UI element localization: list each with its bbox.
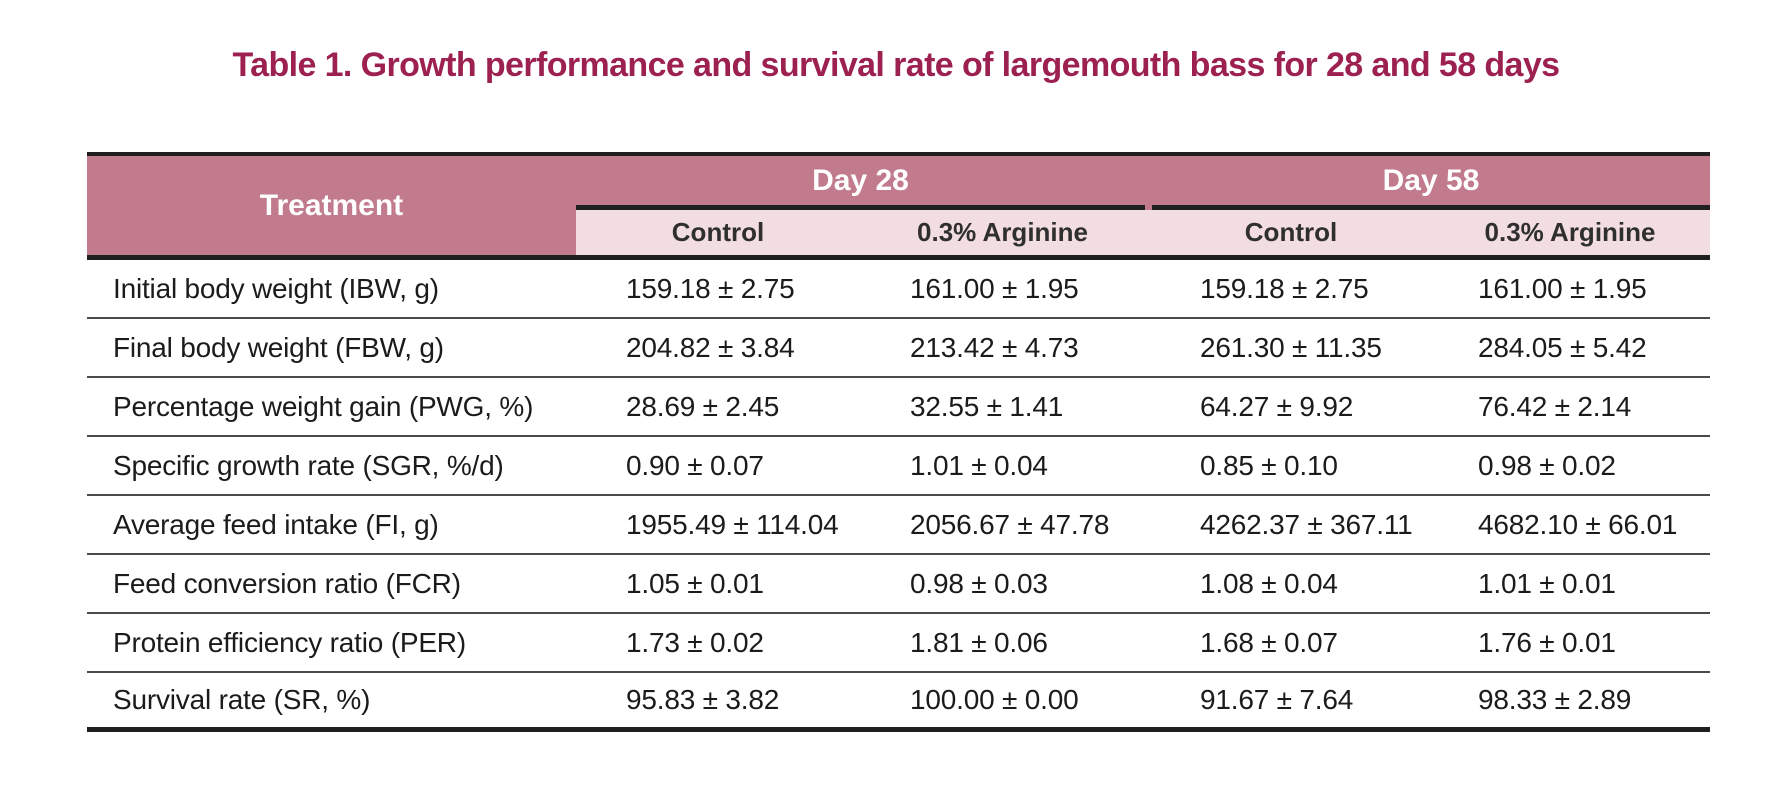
col-group-day-28: Day 28 [812,163,909,197]
cell-value: 0.90 ± 0.07 [626,449,764,481]
cell-value: 0.98 ± 0.03 [910,567,1048,599]
subheader-row: Control 0.3% Arginine Control 0.3% Argin… [576,210,1710,255]
cell-value: 159.18 ± 2.75 [626,272,795,304]
cell-value: 4262.37 ± 367.11 [1200,508,1413,540]
cell-value: 1.08 ± 0.04 [1200,567,1338,599]
col-group-day-58: Day 58 [1382,163,1480,197]
table-title: Table 1. Growth performance and survival… [232,46,1561,84]
table-header: Treatment Day 28 Day 58 Control 0.3% Arg… [87,152,1710,260]
cell-value: 284.05 ± 5.42 [1478,331,1647,363]
row-label: Final body weight (FBW, g) [113,331,444,363]
col-header-day58-arginine: 0.3% Arginine [1484,217,1656,247]
col-header-day58-control: Control [1244,217,1338,247]
cell-value: 100.00 ± 0.00 [910,684,1079,715]
row-label: Specific growth rate (SGR, %/d) [113,449,504,481]
cell-value: 32.55 ± 1.41 [910,390,1064,422]
col-header-day28-control: Control [671,217,765,247]
cell-value: 204.82 ± 3.84 [626,331,795,363]
cell-value: 91.67 ± 7.64 [1200,684,1354,715]
row-label: Percentage weight gain (PWG, %) [113,390,534,422]
cell-value: 1955.49 ± 114.04 [626,508,839,540]
row-label: Protein efficiency ratio (PER) [113,626,466,658]
day-28-underline [576,205,1145,210]
cell-value: 1.81 ± 0.06 [910,626,1048,658]
table-row: Initial body weight (IBW, g) 159.18 ± 2.… [87,260,1710,319]
row-label: Initial body weight (IBW, g) [113,272,439,304]
cell-value: 213.42 ± 4.73 [910,331,1079,363]
table-row: Specific growth rate (SGR, %/d) 0.90 ± 0… [87,437,1710,496]
cell-value: 2056.67 ± 47.78 [910,508,1110,540]
cell-value: 95.83 ± 3.82 [626,684,780,715]
col-header-day28-arginine: 0.3% Arginine [917,217,1088,247]
cell-value: 28.69 ± 2.45 [626,390,780,422]
table-row: Feed conversion ratio (FCR) 1.05 ± 0.01 … [87,555,1710,614]
cell-value: 98.33 ± 2.89 [1478,684,1632,715]
col-header-treatment: Treatment [259,188,404,222]
table-row: Final body weight (FBW, g) 204.82 ± 3.84… [87,319,1710,378]
cell-value: 159.18 ± 2.75 [1200,272,1369,304]
cell-value: 1.01 ± 0.04 [910,449,1048,481]
day-58-underline [1152,205,1710,210]
table-row: Average feed intake (FI, g) 1955.49 ± 11… [87,496,1710,555]
growth-performance-table: Treatment Day 28 Day 58 Control 0.3% Arg… [87,152,1710,732]
cell-value: 76.42 ± 2.14 [1478,390,1632,422]
row-label: Survival rate (SR, %) [113,684,371,715]
table-body: Initial body weight (IBW, g) 159.18 ± 2.… [87,260,1710,732]
table-row: Survival rate (SR, %) 95.83 ± 3.82 100.0… [87,673,1710,732]
cell-value: 0.85 ± 0.10 [1200,449,1338,481]
cell-value: 261.30 ± 11.35 [1200,331,1382,363]
cell-value: 4682.10 ± 66.01 [1478,508,1678,540]
cell-value: 1.73 ± 0.02 [626,626,764,658]
table-row: Protein efficiency ratio (PER) 1.73 ± 0.… [87,614,1710,673]
cell-value: 1.76 ± 0.01 [1478,626,1616,658]
cell-value: 1.05 ± 0.01 [626,567,764,599]
row-label: Feed conversion ratio (FCR) [113,567,461,599]
cell-value: 0.98 ± 0.02 [1478,449,1616,481]
cell-value: 161.00 ± 1.95 [1478,272,1647,304]
cell-value: 1.68 ± 0.07 [1200,626,1338,658]
cell-value: 64.27 ± 9.92 [1200,390,1354,422]
cell-value: 1.01 ± 0.01 [1478,567,1616,599]
table-row: Percentage weight gain (PWG, %) 28.69 ± … [87,378,1710,437]
cell-value: 161.00 ± 1.95 [910,272,1079,304]
row-label: Average feed intake (FI, g) [113,508,439,540]
